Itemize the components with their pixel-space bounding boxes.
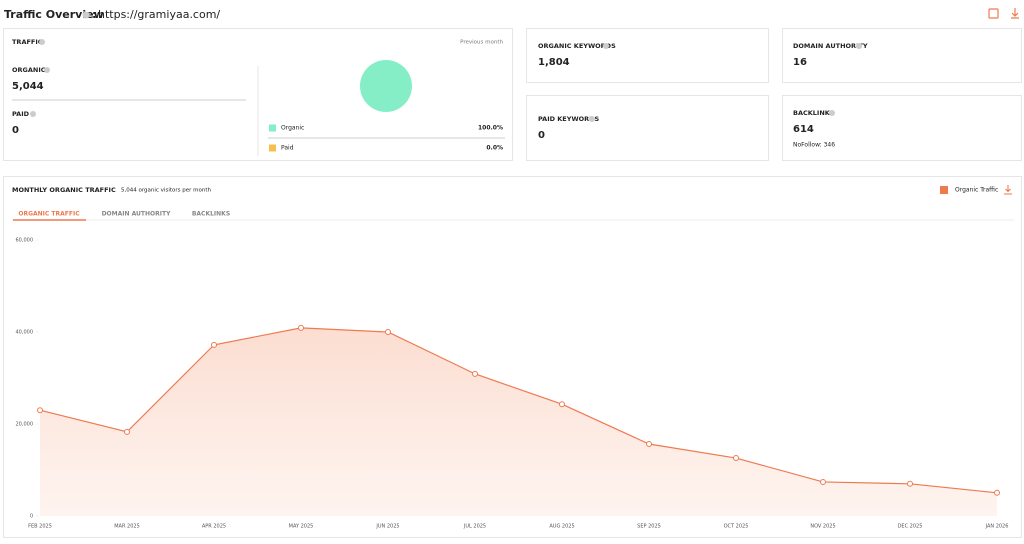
- period: Previous month: [460, 40, 503, 46]
- edit-button[interactable]: [988, 8, 999, 19]
- tab[interactable]: ORGANIC TRAFFIC: [18, 211, 80, 218]
- tab[interactable]: DOMAIN AUTHORITY: [102, 211, 172, 218]
- point: [559, 401, 565, 408]
- area: [40, 327, 997, 516]
- x-tick-label: AUG 2025: [549, 524, 574, 530]
- card-note: NoFollow: 346: [793, 142, 835, 149]
- info-icon: [856, 43, 862, 49]
- card-value: 1,804: [538, 57, 570, 68]
- chart-subtitle: 5,044 organic visitors per month: [121, 188, 211, 194]
- chart-title: MONTHLY ORGANIC TRAFFIC: [12, 186, 116, 194]
- point: [472, 370, 478, 377]
- card: [782, 95, 1022, 161]
- card-title: DOMAIN AUTHORITY: [793, 42, 868, 50]
- card-value: 614: [793, 124, 814, 135]
- info-icon: [603, 43, 609, 49]
- card: [526, 28, 769, 83]
- tab[interactable]: BACKLINKS: [192, 211, 230, 218]
- x-tick-label: OCT 2025: [724, 524, 749, 530]
- x-tick-label: FEB 2025: [28, 524, 52, 530]
- card: [782, 28, 1022, 83]
- point: [646, 441, 652, 448]
- card-title: ORGANIC KEYWORDS: [538, 42, 616, 50]
- pie-slice: [360, 60, 412, 112]
- point: [211, 341, 217, 348]
- card-title: PAID KEYWORDS: [538, 115, 600, 123]
- y-tick-label: 20,000: [16, 422, 34, 428]
- legend-value: 0.0%: [486, 145, 503, 152]
- card-title: BACKLINKS: [793, 109, 835, 117]
- info-icon: [39, 39, 45, 45]
- y-tick-label: 60,000: [16, 238, 34, 244]
- info-icon: [82, 11, 90, 19]
- point: [124, 428, 130, 435]
- value: 5,044: [12, 81, 44, 92]
- info-icon: [829, 110, 835, 116]
- value: 0: [12, 125, 19, 136]
- x-tick-label: APR 2025: [202, 524, 226, 530]
- download-button[interactable]: [1011, 8, 1019, 19]
- info-icon: [44, 67, 50, 73]
- x-tick-label: JAN 2026: [985, 524, 1009, 530]
- separator: :: [92, 8, 96, 21]
- label: ORGANIC: [12, 66, 46, 74]
- point: [298, 324, 304, 331]
- legend-swatch: [269, 144, 276, 152]
- page-title: Traffic Overview: [4, 8, 104, 21]
- x-tick-label: JUN 2025: [375, 524, 399, 530]
- x-tick-label: MAR 2025: [114, 524, 140, 530]
- x-tick-label: MAY 2025: [289, 524, 314, 530]
- x-tick-label: JUL 2025: [463, 524, 486, 530]
- point: [994, 489, 1000, 496]
- legend-value: 100.0%: [478, 125, 503, 132]
- line: [39, 327, 998, 494]
- point: [37, 407, 43, 414]
- legend-label: Organic: [281, 125, 304, 132]
- legend-swatch: [269, 124, 276, 132]
- label: PAID: [12, 110, 30, 118]
- card-title: TRAFFIC: [12, 38, 43, 46]
- point: [820, 478, 826, 485]
- y-tick-label: 0: [30, 514, 33, 520]
- info-icon: [30, 111, 36, 117]
- download-button[interactable]: [1004, 185, 1012, 195]
- x-tick-label: DEC 2025: [898, 524, 923, 530]
- x-tick-label: NOV 2025: [810, 524, 835, 530]
- point: [385, 329, 391, 335]
- point: [733, 455, 739, 462]
- card-value: 0: [538, 130, 545, 141]
- x-tick-label: SEP 2025: [637, 524, 661, 530]
- legend-swatch: [940, 186, 948, 194]
- info-icon: [589, 116, 595, 122]
- url: https://gramiyaa.com/: [98, 8, 220, 21]
- y-tick-label: 40,000: [16, 330, 34, 336]
- card: [526, 95, 769, 161]
- point: [907, 480, 913, 487]
- legend-label: Paid: [281, 145, 294, 152]
- card-value: 16: [793, 57, 807, 68]
- legend-label: Organic Traffic: [955, 187, 998, 194]
